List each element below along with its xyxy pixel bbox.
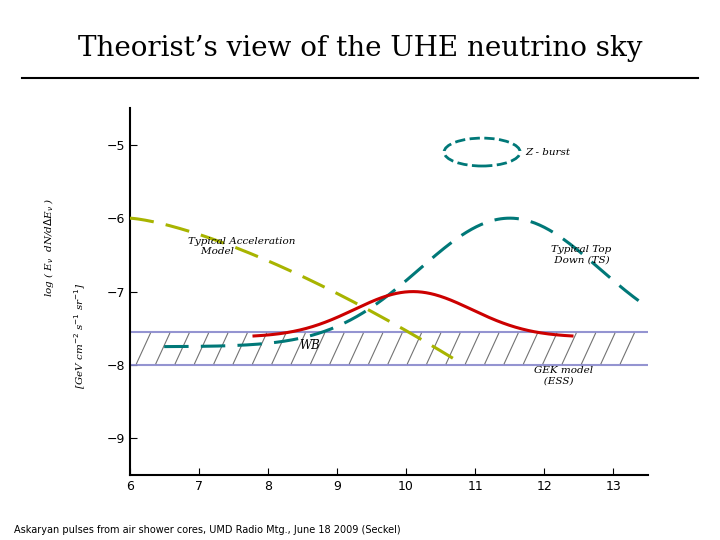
Text: Askaryan pulses from air shower cores, UMD Radio Mtg., June 18 2009 (Seckel): Askaryan pulses from air shower cores, U… xyxy=(14,524,401,535)
Text: WB: WB xyxy=(299,339,320,352)
Text: Z - burst: Z - burst xyxy=(525,147,570,157)
Text: Theorist’s view of the UHE neutrino sky: Theorist’s view of the UHE neutrino sky xyxy=(78,35,642,62)
Text: GΕK model
   (ESS): GΕK model (ESS) xyxy=(534,366,593,386)
Text: [GeV cm$^{-2}$ s$^{-1}$ sr$^{-1}$]: [GeV cm$^{-2}$ s$^{-1}$ sr$^{-1}$] xyxy=(73,282,88,389)
Text: Typical Acceleration
    Model: Typical Acceleration Model xyxy=(189,237,296,256)
Text: log ( E$_\nu$  dN/d$\Delta$E$_\nu$ ): log ( E$_\nu$ dN/d$\Delta$E$_\nu$ ) xyxy=(42,198,56,297)
Text: Typical Top
 Down (TS): Typical Top Down (TS) xyxy=(552,245,611,265)
